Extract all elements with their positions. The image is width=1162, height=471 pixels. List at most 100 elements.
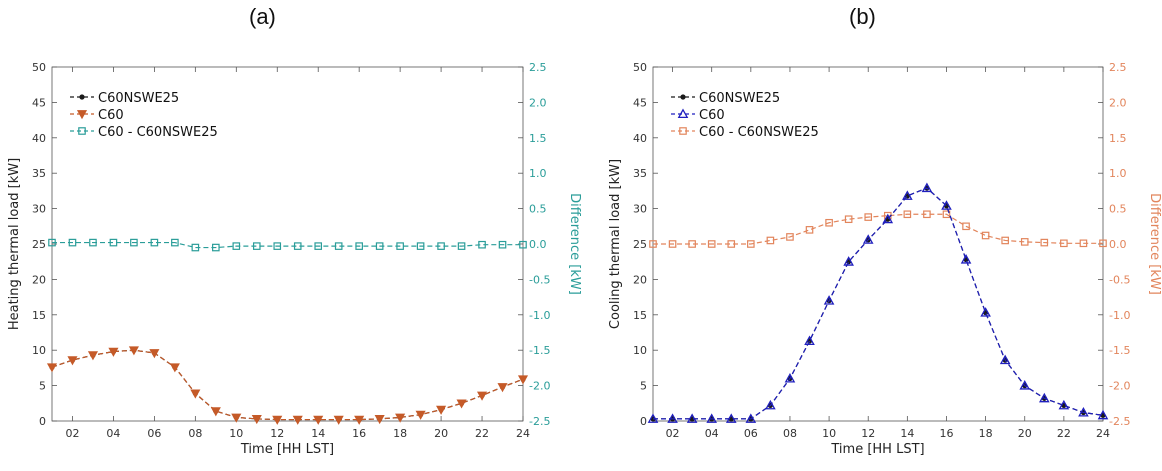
chart-0-y2-axis-label: Difference [kW] [567,193,582,295]
chart-0-x-tick-label: 14 [311,427,325,440]
chart-0-y2-tick-label: -1.5 [529,344,550,357]
chart-1-x-axis-label: Time [HH LST] [830,442,924,457]
chart-1-series-1-point [667,413,678,423]
chart-0-series-2 [48,238,527,252]
chart-0-series-2-point [273,242,282,250]
chart-1-y2-tick-label: -0.5 [1109,273,1130,286]
chart-1-legend-label-1: C60 [699,108,725,123]
chart-0-series-1-point [128,346,139,356]
chart-1-y-tick-label: 5 [640,380,647,393]
chart-0-x-tick-label: 02 [65,427,79,440]
chart-0-series-line-2 [52,241,523,249]
chart-0-series-2-point [334,242,343,250]
chart-0-legend-marker-0 [79,94,85,100]
chart-0-y-tick-label: 45 [32,96,46,109]
chart-1-y-tick-label: 0 [640,415,647,428]
chart-0-series-1-point [231,413,242,423]
chart-0-series-1-point [354,415,365,425]
chart-1-series-2-point [962,222,970,231]
chart-0-series-1-point [149,349,160,359]
chart-1-x-tick-label: 22 [1057,427,1071,440]
chart-1-series-1-point [1058,399,1070,410]
chart-1-series-1-point [921,182,933,193]
chart-0-series-1-point [251,415,262,425]
chart-0-series-1-point [313,415,324,425]
chart-0-x-axis-label: Time [HH LST] [240,442,334,457]
chart-0-y2-tick-label: 1.0 [529,167,547,180]
chart-0-x-tick-label: 22 [475,427,489,440]
chart-1-series-1-point [941,200,952,210]
chart-1-series-1-point [902,190,913,200]
chart-0-series-2-point [130,238,138,247]
chart-1-series-1-point [960,254,972,264]
chart-1-series-line-1 [653,187,1104,420]
chart-0-x-tick-label: 24 [516,427,530,440]
chart-1-series-2-point [668,240,677,248]
chart-1-x-tick-label: 18 [979,427,993,440]
chart-0-series-1-point [395,413,406,423]
chart-1-series-2-point [923,210,931,219]
chart-0-series-1-point [476,391,488,401]
chart-0-series-1-point [497,383,508,393]
chart-1-series-2-point [786,233,794,241]
chart-0-series-1-point [87,351,99,361]
chart-1-series-2-point [1079,239,1088,248]
chart-1: 02 04 06 08 10 12 14 16 18 20 22 24 0 5 10 15 20 25 30 35 40… [608,61,1162,457]
chart-1-y-tick-label: 50 [633,61,647,74]
chart-0-y-tick-label: 0 [39,415,46,428]
chart-1-x-tick-label: 14 [900,427,914,440]
chart-0-series-2-point [191,243,200,252]
chart-0-series-2-point [212,243,220,252]
chart-0-y-tick-label: 25 [32,238,46,251]
chart-1-series-1-point [999,354,1011,365]
chart-1-series-1-point [725,413,737,423]
chart-0-y-tick-label: 10 [32,344,46,357]
chart-0-series-2-point [314,242,323,250]
chart-0-series-2-point [232,242,241,250]
chart-0-y-tick-label: 5 [39,380,46,393]
chart-0-series-1-point [46,363,58,373]
chart-1-series-1-point [980,307,991,317]
chart-1-y-tick-label: 25 [633,238,647,251]
chart-0-series-1-point [333,415,344,425]
chart-1-y2-tick-label: 0.5 [1109,203,1127,216]
chart-1-y2-tick-label: -1.0 [1109,309,1130,322]
chart-0-legend: C60NSWE25 C60 C60 - C60NSWE25 [70,91,218,140]
chart-1-series-line-0 [653,187,1104,420]
chart-0: 02 04 06 08 10 12 14 16 18 20 22 24 0 5 10 15 20 25 30 35 40… [7,61,582,457]
chart-1-series-1-point [686,413,698,423]
chart-0-series-2-point [150,238,159,247]
chart-1-x-tick-label: 08 [783,427,797,440]
chart-0-x-tick-label: 16 [352,427,366,440]
chart-1-y-tick-label: 40 [633,132,647,145]
chart-0-series-1-point [272,415,283,425]
chart-0-series-1-point [210,407,221,417]
chart-1-series-1-point [706,413,718,423]
chart-0-legend-label-0: C60NSWE25 [98,91,179,106]
chart-0-y-tick-label: 15 [32,309,46,322]
chart-1-y2-tick-label: -2.5 [1109,415,1130,428]
chart-1-x-tick-label: 06 [744,427,758,440]
chart-1-series-1-point [823,295,835,305]
chart-0-series-2-point [396,242,404,250]
chart-0-y2-tick-label: 2.0 [529,96,547,109]
chart-0-series-2-point [109,238,118,247]
chart-0-series-1-point [436,405,447,415]
chart-0-series-1-point [415,410,426,420]
chart-0-x-tick-label: 12 [270,427,284,440]
chart-0-series-1 [46,346,529,425]
chart-1-series-1-point [745,413,757,423]
chart-0-series-2-point [171,238,179,247]
chart-0-series-2-point [355,242,363,250]
chart-1-series-2-point [805,226,814,234]
chart-1-series-1-point [862,234,874,244]
chart-1-x-tick-label: 10 [822,427,836,440]
chart-0-y-tick-label: 20 [32,273,46,286]
chart-0-series-1-point [108,347,119,357]
chart-0-y2-tick-label: 0.5 [529,203,547,216]
chart-0-series-1-point [292,415,303,425]
chart-1-series-2-point [727,240,736,248]
chart-1-series-1-point [784,372,796,383]
chart-1-y-axis-label: Cooling thermal load [kW] [608,159,623,329]
